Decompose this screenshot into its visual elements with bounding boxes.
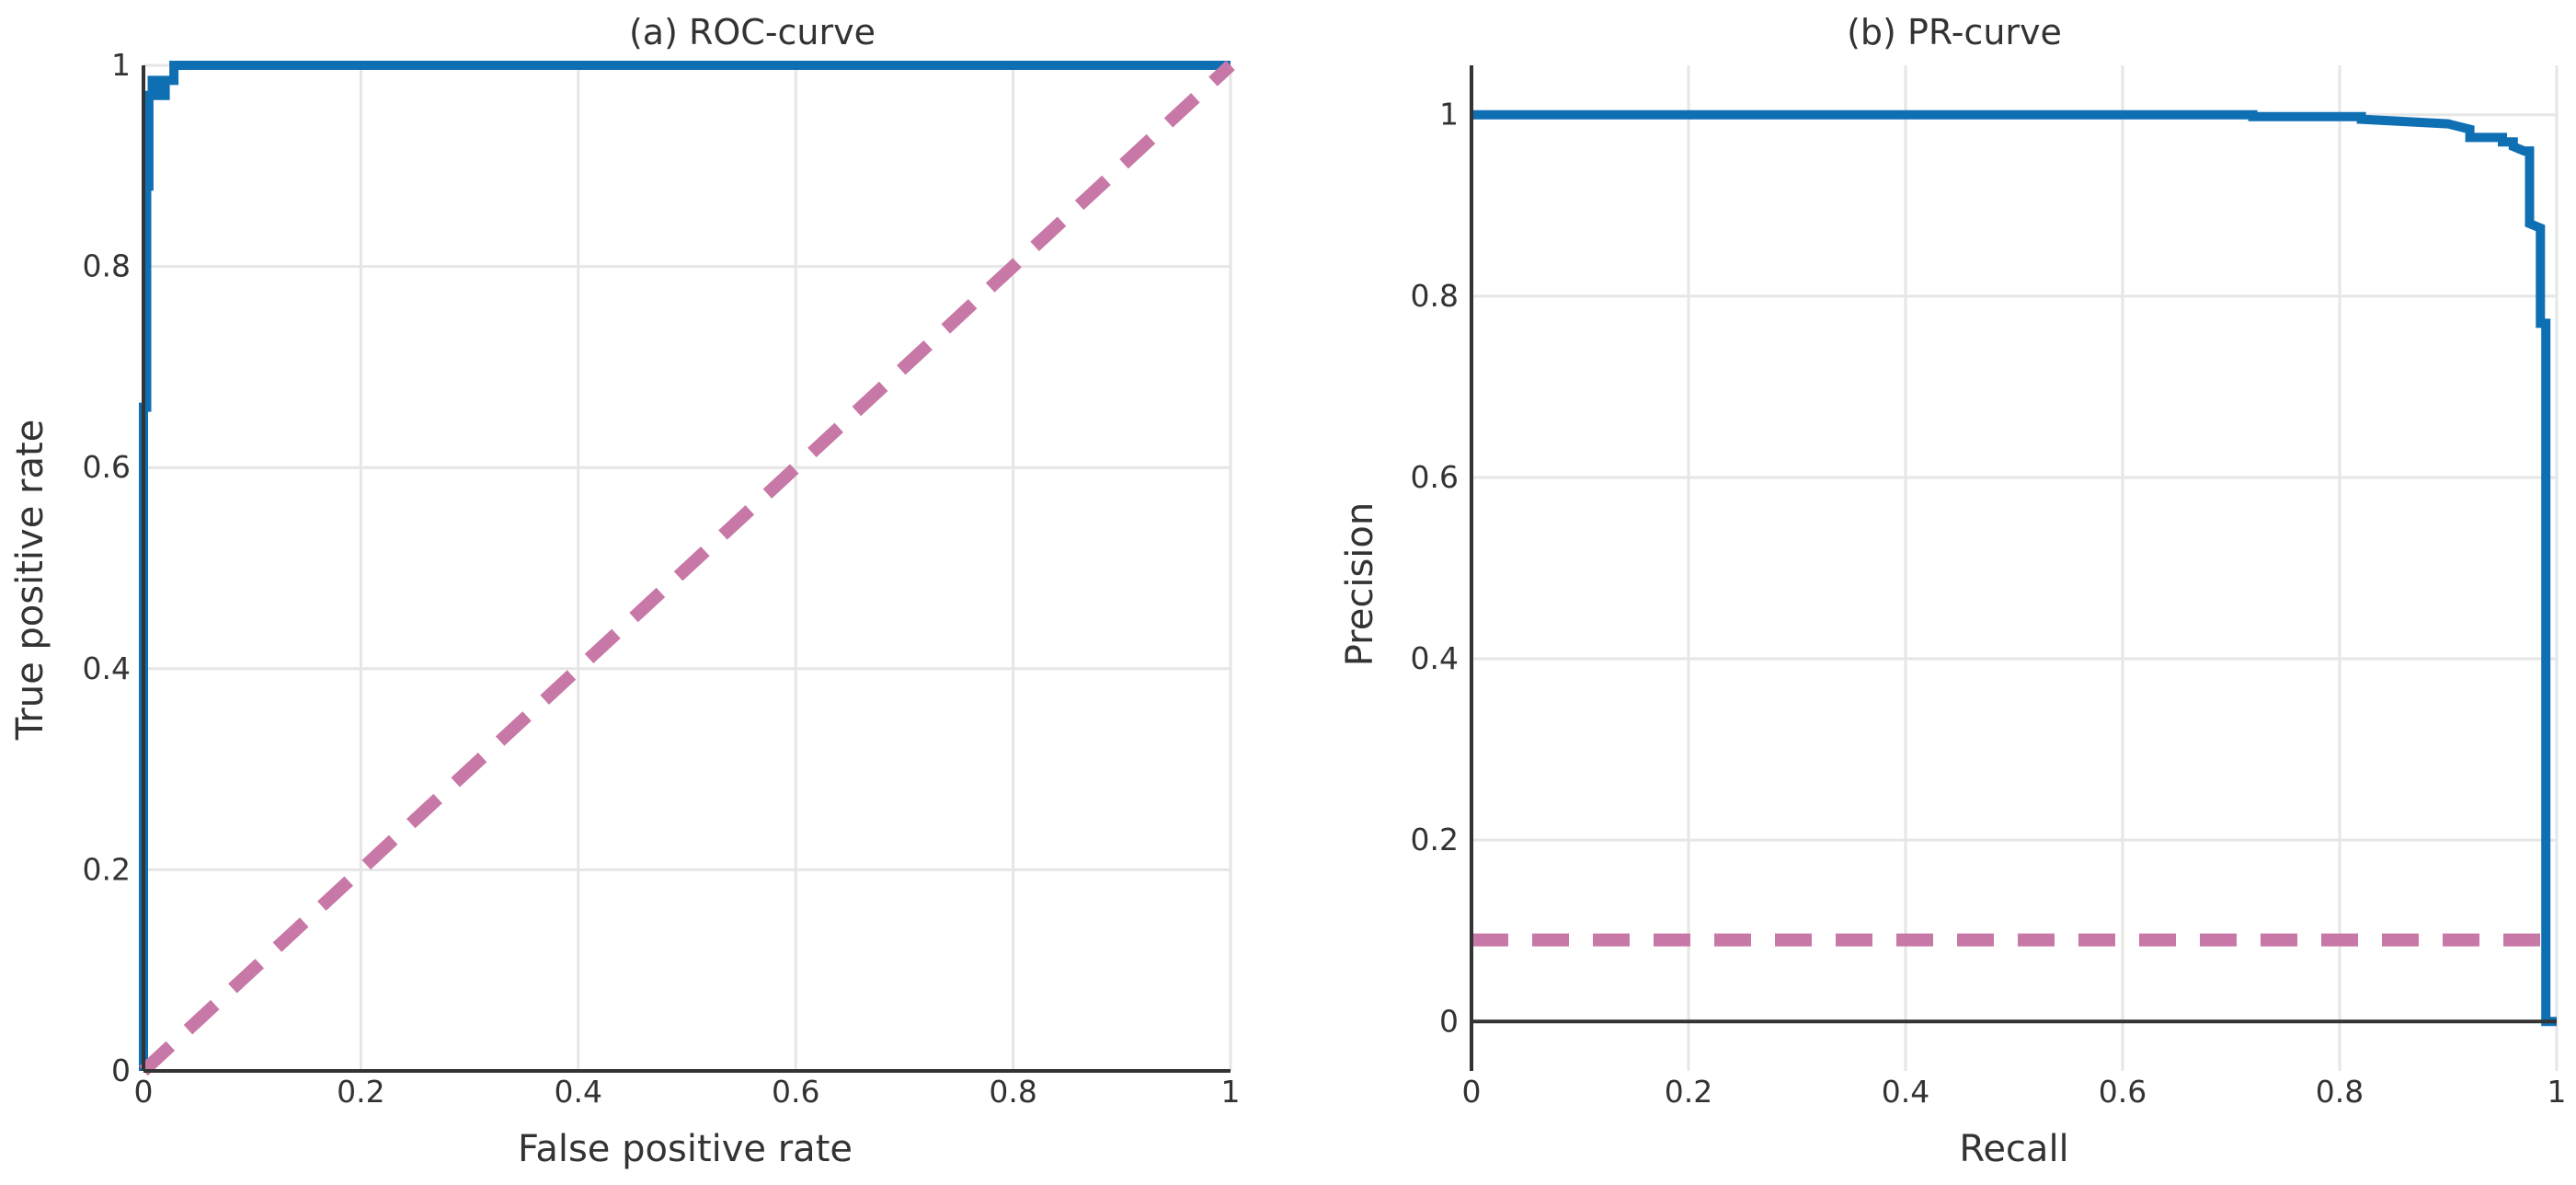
pr-x-tick-label: 1 [2547, 1074, 2567, 1110]
pr-title: (b) PR-curve [1847, 12, 2062, 52]
pr-x-tick-label: 0.8 [2316, 1074, 2364, 1110]
roc-x-tick-label: 0.4 [555, 1074, 602, 1110]
pr-x-axis-label: Recall [1959, 1128, 2068, 1170]
roc-series-baseline-line [139, 60, 1235, 1076]
roc-series [139, 60, 1235, 1076]
pr-y-tick-label: 0.6 [1411, 459, 1459, 495]
pr-panel: (b) PR-curve 0 0.2 0.4 0.6 0.8 1 0 0.2 0.4 0.6 0.8… [1339, 12, 2567, 1170]
pr-y-tick-label: 1 [1439, 97, 1459, 132]
pr-axes [1470, 65, 2557, 1071]
roc-x-tick-label: 0 [134, 1074, 154, 1110]
pr-y-tick-label: 0.4 [1411, 640, 1459, 676]
pr-y-axis-label: Precision [1339, 502, 1381, 666]
roc-y-tick-label: 0.8 [83, 248, 131, 284]
pr-grid [1471, 65, 2559, 1071]
pr-x-tick-label: 0.4 [1882, 1074, 1929, 1110]
roc-series-model-line [139, 61, 1231, 1071]
pr-x-tick-label: 0.2 [1665, 1074, 1712, 1110]
roc-y-tick-label: 0.6 [83, 449, 131, 485]
pr-ticks: 0 0.2 0.4 0.6 0.8 1 0 0.2 0.4 0.6 0.8 1 [1411, 97, 2567, 1110]
roc-x-tick-label: 0.8 [989, 1074, 1036, 1110]
roc-axes [142, 65, 1231, 1073]
roc-x-tick-label: 0.6 [772, 1074, 819, 1110]
roc-panel: (a) ROC-curve 0 0.2 0.4 0.6 0.8 1 0 0.2 0.4 0.6 0.… [9, 12, 1241, 1170]
roc-y-tick-label: 0.4 [83, 650, 131, 686]
roc-y-tick-label: 0.2 [83, 851, 131, 887]
roc-x-tick-label: 0.2 [337, 1074, 384, 1110]
pr-series-model-line [1471, 109, 2557, 1027]
roc-ticks: 0 0.2 0.4 0.6 0.8 1 0 0.2 0.4 0.6 0.8 1 [83, 47, 1241, 1110]
roc-y-tick-label: 0 [111, 1053, 131, 1088]
roc-x-axis-label: False positive rate [518, 1128, 853, 1170]
pr-x-tick-label: 0 [1462, 1074, 1482, 1110]
pr-x-tick-label: 0.6 [2099, 1074, 2147, 1110]
pr-y-tick-label: 0.2 [1411, 822, 1459, 857]
roc-y-axis-label: True positive rate [9, 420, 52, 742]
roc-y-tick-label: 1 [111, 47, 131, 83]
roc-x-tick-label: 1 [1221, 1074, 1241, 1110]
pr-y-tick-label: 0 [1439, 1003, 1459, 1039]
roc-title: (a) ROC-curve [629, 12, 876, 52]
pr-series [1471, 109, 2557, 1027]
pr-y-tick-label: 0.8 [1411, 278, 1459, 314]
